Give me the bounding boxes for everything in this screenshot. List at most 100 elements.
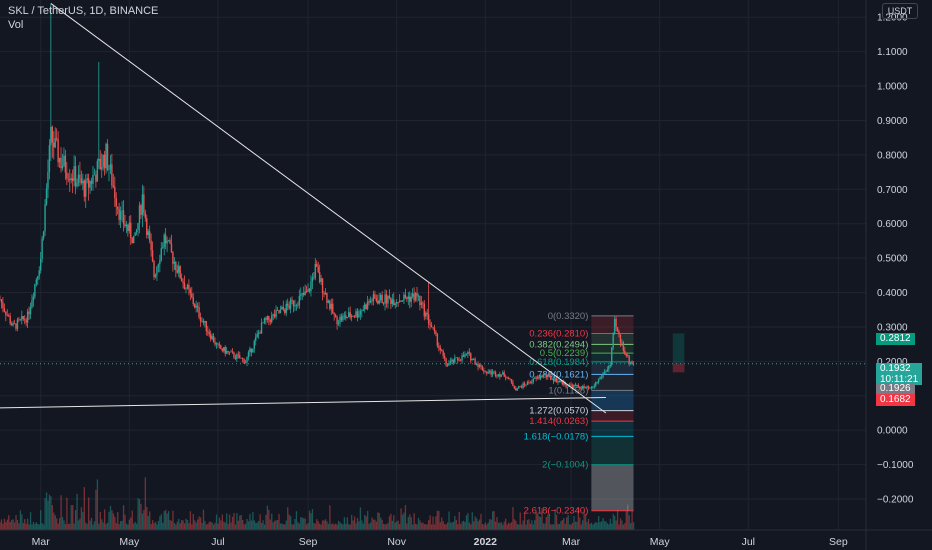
- candle-body: [502, 372, 504, 375]
- candle-body: [259, 332, 261, 334]
- candle-body: [346, 316, 348, 319]
- fib-zone: [591, 333, 634, 345]
- candle-body: [101, 167, 103, 170]
- volume-bar: [130, 517, 132, 530]
- volume-bar: [558, 524, 561, 530]
- volume-bar: [268, 509, 270, 530]
- volume-bar: [327, 523, 330, 530]
- candle-body: [445, 358, 447, 366]
- volume-bar: [553, 524, 555, 530]
- volume-bar: [162, 522, 164, 530]
- volume-bar: [310, 513, 312, 530]
- candle-body: [302, 293, 305, 296]
- candle-body: [265, 318, 267, 320]
- candle-body: [320, 278, 322, 282]
- volume-bar: [141, 513, 144, 530]
- price-tick-label: −0.2000: [877, 495, 914, 506]
- volume-bar: [428, 520, 430, 530]
- candle-body: [85, 180, 87, 197]
- volume-bar: [105, 523, 107, 530]
- grid-lines: [0, 0, 866, 530]
- volume-label[interactable]: Vol: [8, 19, 24, 31]
- candle-body: [211, 336, 213, 339]
- candle-body: [337, 322, 340, 325]
- price-tick-label: 0.5000: [877, 254, 908, 265]
- candle-body: [32, 296, 35, 301]
- volume-bar: [108, 511, 110, 530]
- volume-bar: [282, 524, 285, 530]
- time-tick-label: Sep: [829, 536, 848, 548]
- candle-body: [28, 311, 30, 315]
- candle-body: [459, 360, 462, 362]
- volume-bar: [256, 522, 258, 530]
- candle-body: [178, 266, 180, 273]
- candle-body: [230, 351, 232, 353]
- candle-body: [70, 178, 72, 181]
- candle-body: [467, 352, 469, 355]
- volume-bar: [576, 521, 578, 530]
- volume-bar: [385, 524, 388, 530]
- volume-bar: [240, 514, 242, 530]
- volume-bar: [263, 524, 266, 530]
- volume-bar: [218, 517, 221, 530]
- candle-body: [48, 145, 51, 173]
- candle-body: [590, 387, 593, 388]
- candle-body: [439, 347, 441, 350]
- volume-bar: [369, 522, 372, 530]
- volume-bar: [258, 520, 260, 530]
- candle-body: [538, 376, 540, 379]
- candle-body: [195, 305, 197, 308]
- candle-body: [526, 381, 529, 385]
- symbol-title[interactable]: SKL / TetherUS, 1D, BINANCE: [8, 5, 159, 17]
- bar-countdown: 10:11:21: [880, 374, 919, 385]
- candle-body: [310, 281, 312, 292]
- candle-body: [204, 320, 206, 323]
- candle-body: [603, 372, 606, 374]
- volume-bar: [467, 512, 469, 530]
- candle-body: [387, 295, 389, 304]
- volume-bar: [465, 515, 468, 530]
- candle-body: [291, 299, 293, 301]
- volume-bar: [173, 523, 176, 530]
- candle-body: [112, 185, 115, 187]
- volume-bar: [475, 518, 478, 530]
- candle-body: [61, 165, 64, 169]
- volume-bar: [29, 512, 32, 530]
- candle-body: [0, 299, 1, 301]
- volume-bar: [507, 522, 510, 530]
- volume-bar: [551, 524, 553, 530]
- volume-bar: [547, 514, 549, 530]
- candle-body: [446, 365, 449, 366]
- volume-bar: [57, 523, 59, 530]
- candle-body: [451, 359, 453, 362]
- volume-bar: [133, 523, 135, 530]
- candle-body: [621, 342, 623, 344]
- candle-body: [89, 181, 91, 188]
- candle-body: [44, 204, 46, 232]
- price-candles: [0, 3, 635, 391]
- candle-body: [377, 300, 379, 304]
- candle-body: [342, 315, 344, 321]
- candle-body: [632, 363, 635, 365]
- price-tick-label: 1.1000: [877, 47, 908, 58]
- volume-bar: [378, 512, 380, 530]
- candle-body: [82, 180, 84, 184]
- candle-body: [461, 355, 463, 361]
- volume-bar: [493, 511, 495, 530]
- currency-button[interactable]: USDT: [882, 3, 918, 19]
- candle-body: [127, 224, 129, 232]
- candle-body: [237, 354, 239, 356]
- candle-body: [579, 386, 581, 389]
- price-tick-label: 0.0000: [877, 426, 908, 437]
- volume-bar: [346, 517, 348, 530]
- volume-bar: [311, 509, 314, 530]
- candle-body: [458, 360, 460, 361]
- candle-body: [625, 353, 627, 356]
- volume-bar: [220, 520, 222, 530]
- candle-body: [423, 303, 425, 317]
- candle-body: [509, 378, 511, 380]
- volume-bar: [208, 521, 210, 530]
- candle-body: [288, 305, 290, 309]
- volume-bar: [458, 511, 460, 530]
